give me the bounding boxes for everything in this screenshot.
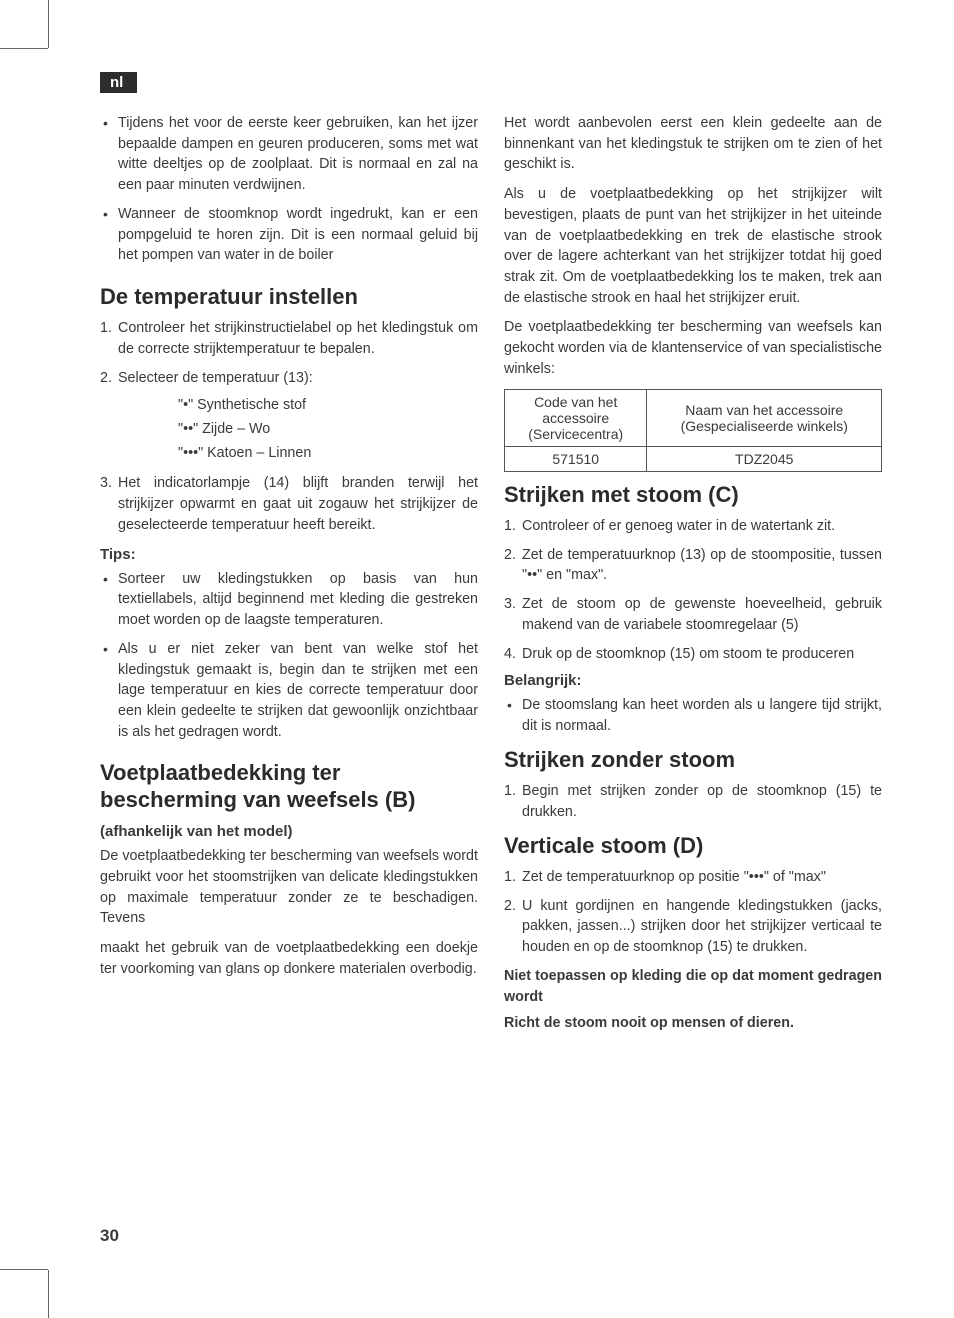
paragraph: De voetplaatbedekking ter bescherming va… xyxy=(504,317,882,379)
tips-list: Sorteer uw kledingstukken op basis van h… xyxy=(100,569,478,743)
list-item: 1.Controleer of er genoeg water in de wa… xyxy=(504,516,882,537)
left-column: Tijdens het voor de eerste keer gebruike… xyxy=(100,113,478,1040)
no-steam-steps: 1.Begin met strijken zonder op de stoomk… xyxy=(504,781,882,822)
list-item: 3.Het indicatorlampje (14) blijft brande… xyxy=(100,473,478,535)
crop-mark xyxy=(48,1270,49,1318)
table-header-cell: Naam van het accessoire (Gespecialiseerd… xyxy=(647,389,882,446)
heading-vertical-steam: Verticale stoom (D) xyxy=(504,833,882,859)
heading-footplate: Voetplaatbedekking ter bescherming van w… xyxy=(100,760,478,813)
list-item: Tijdens het voor de eerste keer gebruike… xyxy=(100,113,478,196)
accessory-table: Code van het accessoire (Servicecentra) … xyxy=(504,389,882,472)
paragraph: Als u de voetplaatbedekking op het strij… xyxy=(504,184,882,308)
list-item: Sorteer uw kledingstukken op basis van h… xyxy=(100,569,478,631)
model-dependent-label: (afhankelijk van het model) xyxy=(100,823,478,840)
table-header-row: Code van het accessoire (Servicecentra) … xyxy=(505,389,882,446)
list-item: 4.Druk op de stoomknop (15) om stoom te … xyxy=(504,644,882,665)
two-column-layout: Tijdens het voor de eerste keer gebruike… xyxy=(100,113,882,1040)
language-tab: nl xyxy=(100,72,137,93)
steam-steps: 1.Controleer of er genoeg water in de wa… xyxy=(504,516,882,664)
table-cell: 571510 xyxy=(505,446,647,471)
list-item: 2.U kunt gordijnen en hangende kledingst… xyxy=(504,896,882,958)
sublist-item: "•••" Katoen – Linnen xyxy=(118,441,478,465)
right-column: Het wordt aanbevolen eerst een klein ged… xyxy=(504,113,882,1040)
crop-mark xyxy=(0,1269,48,1270)
list-item: 2.Selecteer de temperatuur (13): "•" Syn… xyxy=(100,368,478,466)
list-item: 1.Zet de temperatuurknop op positie "•••… xyxy=(504,867,882,888)
list-item: 1.Controleer het strijkinstructielabel o… xyxy=(100,318,478,359)
temperature-steps: 1.Controleer het strijkinstructielabel o… xyxy=(100,318,478,535)
heading-temperature: De temperatuur instellen xyxy=(100,284,478,310)
paragraph: maakt het gebruik van de voetplaatbedekk… xyxy=(100,938,478,979)
paragraph: De voetplaatbedekking ter bescherming va… xyxy=(100,846,478,929)
list-item: 2.Zet de temperatuurknop (13) op de stoo… xyxy=(504,545,882,586)
table-header-cell: Code van het accessoire (Servicecentra) xyxy=(505,389,647,446)
heading-steam-ironing: Strijken met stoom (C) xyxy=(504,482,882,508)
page-container: nl Tijdens het voor de eerste keer gebru… xyxy=(48,48,924,1270)
crop-mark xyxy=(48,0,49,48)
list-item: Als u er niet zeker van bent van welke s… xyxy=(100,639,478,743)
page-number: 30 xyxy=(100,1226,119,1246)
table-row: 571510 TDZ2045 xyxy=(505,446,882,471)
crop-mark xyxy=(0,48,48,49)
list-item: 1.Begin met strijken zonder op de stoomk… xyxy=(504,781,882,822)
heading-no-steam: Strijken zonder stoom xyxy=(504,747,882,773)
intro-bullet-list: Tijdens het voor de eerste keer gebruike… xyxy=(100,113,478,266)
belangrijk-list: De stoomslang kan heet worden als u lang… xyxy=(504,695,882,736)
warning: Niet toepassen op kleding die op dat mom… xyxy=(504,966,882,1007)
fabric-sublist: "•" Synthetische stof "••" Zijde – Wo "•… xyxy=(118,393,478,466)
belangrijk-label: Belangrijk: xyxy=(504,672,882,689)
list-item: Wanneer de stoomknop wordt ingedrukt, ka… xyxy=(100,204,478,266)
paragraph: Het wordt aanbevolen eerst een klein ged… xyxy=(504,113,882,175)
vertical-steam-steps: 1.Zet de temperatuurknop op positie "•••… xyxy=(504,867,882,958)
warning: Richt de stoom nooit op mensen of dieren… xyxy=(504,1013,882,1034)
list-item: 3.Zet de stoom op de gewenste hoeveelhei… xyxy=(504,594,882,635)
sublist-item: "••" Zijde – Wo xyxy=(118,417,478,441)
tips-label: Tips: xyxy=(100,546,478,563)
sublist-item: "•" Synthetische stof xyxy=(118,393,478,417)
table-cell: TDZ2045 xyxy=(647,446,882,471)
list-item: De stoomslang kan heet worden als u lang… xyxy=(504,695,882,736)
